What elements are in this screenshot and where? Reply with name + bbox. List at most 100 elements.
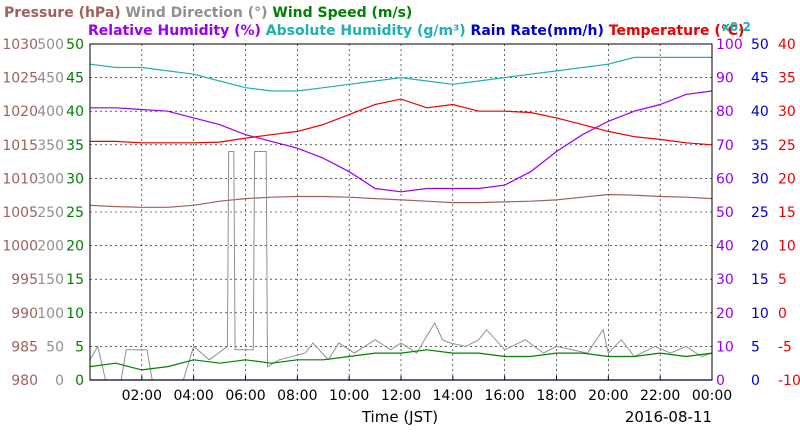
y-tick-pressure: 995 [11, 272, 38, 288]
legend-item-b-0: Relative Humidity (%) [88, 23, 266, 39]
y-tick-wind-direction: 400 [37, 104, 64, 120]
y-tick-wind-direction: 50 [46, 339, 64, 355]
y-tick-wind-direction: 200 [37, 239, 64, 255]
y-tick-wind-speed: 25 [66, 205, 84, 221]
y-tick-humidity: 90 [716, 71, 734, 87]
y-tick-temperature: 15 [778, 205, 796, 221]
y-tick-humidity: 20 [716, 306, 734, 322]
y-tick-temperature: 35 [778, 71, 796, 87]
y-tick-wind-speed: 20 [66, 239, 84, 255]
y-tick-wind-speed: 0 [75, 373, 84, 389]
series-abs-humidity [89, 56, 712, 92]
x-tick-label: 20:00 [588, 388, 628, 404]
y-tick-wind-direction: 250 [37, 205, 64, 221]
y-tick-pressure: 1005 [2, 205, 38, 221]
y-tick-temperature: 25 [778, 138, 796, 154]
y-tick-temperature: 10 [778, 239, 796, 255]
legend-item-b-1: Absolute Humidity (g/m³) [266, 23, 471, 39]
x-tick-label: 10:00 [329, 388, 369, 404]
y-tick-temperature: -5 [778, 339, 792, 355]
x-axis-label: Time (JST) [361, 408, 438, 426]
x-tick-label: 14:00 [433, 388, 473, 404]
series-wind-direction [89, 151, 713, 381]
y-tick-pressure: 1030 [2, 37, 38, 53]
y-tick-wind-speed: 15 [66, 272, 84, 288]
x-tick-label: 18:00 [536, 388, 576, 404]
y-tick-wind-speed: 5 [75, 339, 84, 355]
y-tick-wind-direction: 0 [55, 373, 64, 389]
y-tick-rain-rate: 0 [751, 373, 760, 389]
y-tick-rain-rate: 50 [751, 37, 769, 53]
y-tick-pressure: 1000 [2, 239, 38, 255]
y-tick-temperature: 20 [778, 171, 796, 187]
abs-humidity-scale-note: x0.2 [722, 20, 751, 34]
y-tick-humidity: 0 [716, 373, 725, 389]
x-tick-label: 16:00 [484, 388, 524, 404]
x-tick-label: 04:00 [173, 388, 213, 404]
legend: Pressure (hPa) Wind Direction (°) Wind S… [4, 5, 751, 39]
y-tick-humidity: 60 [716, 171, 734, 187]
y-tick-humidity: 50 [716, 205, 734, 221]
y-tick-rain-rate: 5 [751, 339, 760, 355]
y-tick-pressure: 1020 [2, 104, 38, 120]
legend-item-a-1: Wind Direction (°) [126, 5, 273, 21]
y-tick-wind-direction: 300 [37, 171, 64, 187]
y-tick-humidity: 40 [716, 239, 734, 255]
y-tick-rain-rate: 30 [751, 171, 769, 187]
y-tick-temperature: -10 [778, 373, 800, 389]
y-tick-wind-speed: 35 [66, 138, 84, 154]
grid [90, 44, 712, 380]
y-tick-wind-direction: 500 [37, 37, 64, 53]
y-tick-wind-speed: 40 [66, 104, 84, 120]
y-tick-wind-speed: 30 [66, 171, 84, 187]
x-tick-label: 22:00 [640, 388, 680, 404]
y-tick-rain-rate: 40 [751, 104, 769, 120]
y-tick-rain-rate: 25 [751, 205, 769, 221]
y-tick-temperature: 5 [778, 272, 787, 288]
legend-row-2: Relative Humidity (%) Absolute Humidity … [88, 23, 744, 39]
x-axis: 02:00 04:00 06:00 08:00 10:00 12:00 14:00 16:00… [122, 376, 732, 404]
y-tick-rain-rate: 35 [751, 138, 769, 154]
y-tick-wind-direction: 150 [37, 272, 64, 288]
y-tick-wind-speed: 45 [66, 71, 84, 87]
y-tick-rain-rate: 45 [751, 71, 769, 87]
y-tick-humidity: 10 [716, 339, 734, 355]
legend-item-b-3: Temperature (°C) [609, 23, 745, 39]
y-tick-pressure: 1010 [2, 171, 38, 187]
legend-item-b-2: Rain Rate(mm/h) [471, 23, 609, 39]
date-label: 2016-08-11 [625, 408, 712, 426]
y-tick-pressure: 990 [11, 306, 38, 322]
y-tick-wind-direction: 450 [37, 71, 64, 87]
y-tick-rain-rate: 10 [751, 306, 769, 322]
y-tick-pressure: 980 [11, 373, 38, 389]
x-tick-label: 06:00 [225, 388, 265, 404]
x-tick-label: 00:00 [692, 388, 732, 404]
y-tick-temperature: 30 [778, 104, 796, 120]
y-tick-wind-direction: 100 [37, 306, 64, 322]
y-tick-humidity: 80 [716, 104, 734, 120]
legend-item-a-0: Pressure (hPa) [4, 5, 126, 21]
y-tick-humidity: 30 [716, 272, 734, 288]
legend-row-1: Pressure (hPa) Wind Direction (°) Wind S… [4, 5, 412, 21]
x-tick-label: 02:00 [122, 388, 162, 404]
y-axes: 1030102510201015101010051000995990985980… [2, 37, 800, 389]
y-tick-pressure: 985 [11, 339, 38, 355]
series-humidity [90, 90, 713, 193]
y-tick-rain-rate: 15 [751, 272, 769, 288]
series-wind-speed [89, 349, 713, 371]
y-tick-pressure: 1025 [2, 71, 38, 87]
y-tick-humidity: 70 [716, 138, 734, 154]
x-tick-label: 12:00 [381, 388, 421, 404]
series-pressure [89, 193, 713, 208]
y-tick-pressure: 1015 [2, 138, 38, 154]
series-temperature [90, 98, 713, 146]
y-tick-temperature: 40 [778, 37, 796, 53]
y-tick-wind-direction: 350 [37, 138, 64, 154]
y-tick-rain-rate: 20 [751, 239, 769, 255]
y-tick-temperature: 0 [778, 306, 787, 322]
y-tick-wind-speed: 10 [66, 306, 84, 322]
legend-item-a-2: Wind Speed (m/s) [272, 5, 412, 21]
x-tick-label: 08:00 [277, 388, 317, 404]
